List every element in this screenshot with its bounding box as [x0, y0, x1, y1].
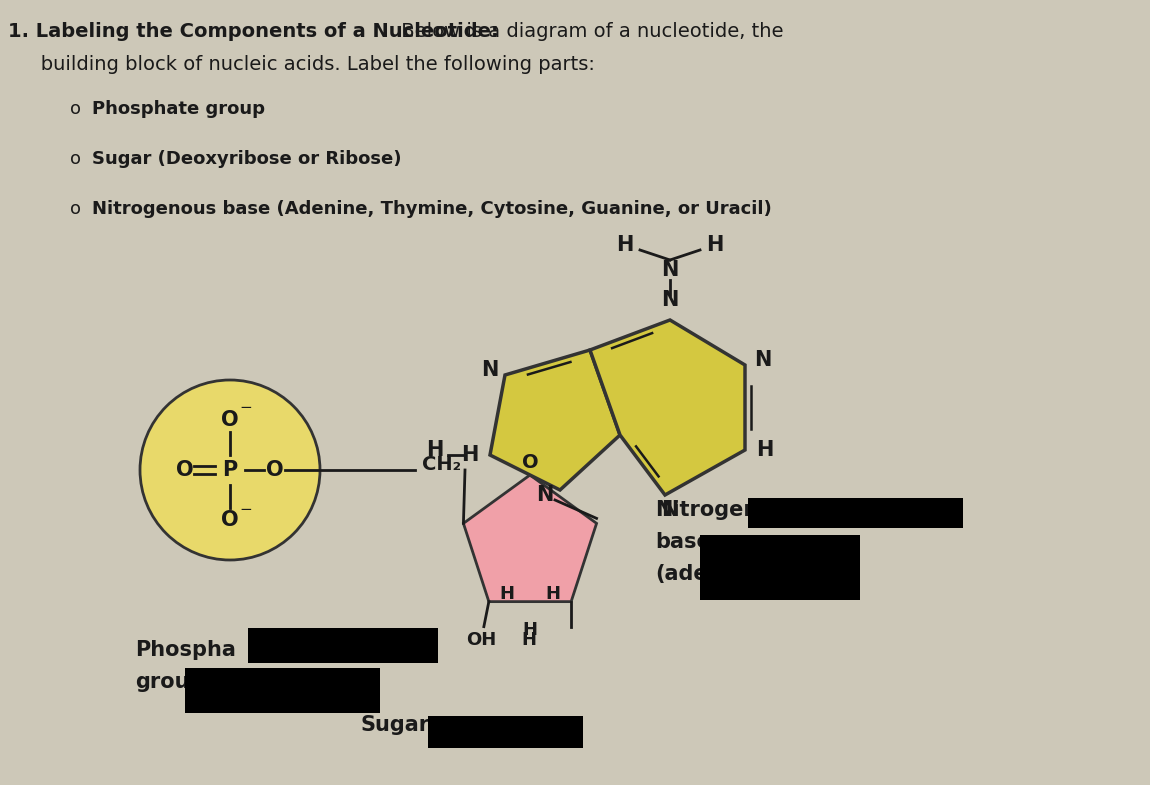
Text: P: P: [222, 460, 238, 480]
Text: O: O: [266, 460, 284, 480]
Text: H: H: [706, 235, 723, 255]
FancyBboxPatch shape: [185, 668, 380, 713]
Text: H: H: [521, 630, 536, 648]
Text: O: O: [221, 410, 239, 430]
FancyBboxPatch shape: [248, 628, 438, 663]
Polygon shape: [590, 320, 745, 495]
Text: N: N: [661, 260, 678, 280]
Text: N: N: [661, 290, 678, 310]
Text: O: O: [522, 454, 538, 473]
Text: N: N: [661, 500, 678, 520]
Text: Phosphate group: Phosphate group: [92, 100, 264, 118]
Text: o: o: [70, 200, 80, 218]
Text: group: group: [135, 672, 205, 692]
Text: Nitrogenous base (Adenine, Thymine, Cytosine, Guanine, or Uracil): Nitrogenous base (Adenine, Thymine, Cyto…: [92, 200, 772, 218]
Text: Phospha: Phospha: [135, 640, 236, 660]
Text: N: N: [482, 360, 499, 380]
Ellipse shape: [140, 380, 320, 560]
Text: H: H: [461, 445, 478, 465]
Text: OH: OH: [466, 630, 496, 648]
Text: Nitrogen: Nitrogen: [656, 500, 758, 520]
Text: H: H: [427, 440, 444, 460]
Text: H: H: [522, 621, 537, 639]
Text: −: −: [239, 502, 252, 517]
Text: o: o: [70, 150, 80, 168]
Text: N: N: [536, 485, 553, 505]
Text: −: −: [239, 400, 252, 415]
Text: H: H: [499, 585, 514, 603]
Text: O: O: [221, 510, 239, 530]
Text: O: O: [176, 460, 194, 480]
Text: Sugar: Sugar: [360, 715, 429, 735]
Text: H: H: [757, 440, 774, 460]
Text: building block of nucleic acids. Label the following parts:: building block of nucleic acids. Label t…: [22, 55, 595, 74]
FancyBboxPatch shape: [700, 535, 860, 600]
Text: base: base: [656, 532, 711, 552]
Text: (adenine): (adenine): [656, 564, 768, 584]
Text: o: o: [70, 100, 80, 118]
Polygon shape: [490, 350, 620, 490]
Text: Sugar (Deoxyribose or Ribose): Sugar (Deoxyribose or Ribose): [92, 150, 401, 168]
Polygon shape: [463, 475, 597, 601]
Text: N: N: [754, 350, 772, 370]
FancyBboxPatch shape: [428, 716, 583, 748]
Text: CH₂: CH₂: [422, 455, 461, 474]
FancyBboxPatch shape: [748, 498, 963, 528]
Text: H: H: [616, 235, 634, 255]
Text: 1. Labeling the Components of a Nucleotide:: 1. Labeling the Components of a Nucleoti…: [8, 22, 499, 41]
Text: H: H: [545, 585, 561, 603]
Text: Below is a diagram of a nucleotide, the: Below is a diagram of a nucleotide, the: [394, 22, 783, 41]
